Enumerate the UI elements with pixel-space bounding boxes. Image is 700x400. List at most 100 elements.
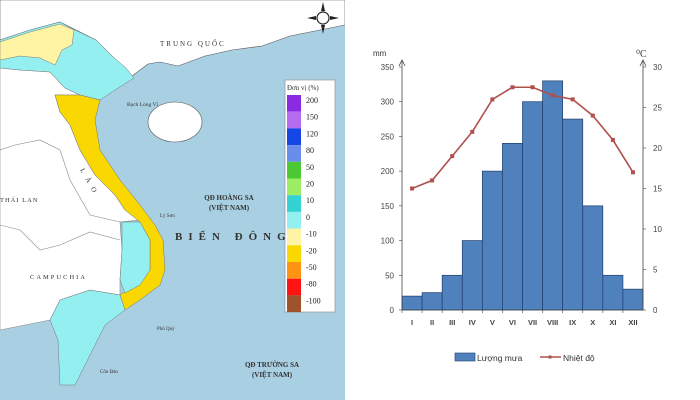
vietnam-rainfall-map: TRUNG QUỐC Bạch Long Vĩ LÀO THÁI LAN QĐ … bbox=[0, 0, 345, 400]
label-hoang-sa-vn: (VIỆT NAM) bbox=[209, 204, 250, 212]
right-axis-unit: ⁰C bbox=[636, 49, 647, 60]
right-tick-label: 5 bbox=[653, 266, 658, 275]
rain-bar bbox=[401, 295, 423, 311]
left-tick-label: 200 bbox=[381, 167, 395, 176]
right-tick-label: 0 bbox=[653, 306, 658, 315]
legend-color-swatch bbox=[287, 211, 301, 229]
x-tick-label: IV bbox=[469, 318, 476, 327]
legend-value-label: 50 bbox=[306, 163, 314, 172]
label-bien-dong: BIỂN ĐÔNG bbox=[175, 230, 292, 243]
legend-title: Đơn vị (%) bbox=[287, 84, 319, 92]
temperature-point bbox=[630, 170, 635, 175]
region-highlands-cyan bbox=[119, 221, 151, 294]
legend-color-swatch bbox=[287, 262, 301, 279]
legend-color-swatch bbox=[287, 228, 301, 246]
temperature-point bbox=[470, 129, 475, 134]
rain-bar bbox=[461, 240, 483, 311]
label-truong-sa: QĐ TRƯỜNG SA bbox=[245, 361, 299, 369]
legend-color-swatch bbox=[287, 161, 301, 179]
right-tick-label: 20 bbox=[653, 144, 662, 153]
x-tick-label: X bbox=[590, 318, 595, 327]
region-northwest-pale-yellow bbox=[0, 23, 75, 66]
legend-color-swatch bbox=[287, 195, 301, 212]
temperature-point bbox=[590, 113, 595, 118]
rain-bar bbox=[522, 101, 543, 311]
rain-bar bbox=[582, 205, 604, 311]
temperature-point bbox=[530, 85, 535, 90]
label-con-dao: Côn Đảo bbox=[100, 370, 118, 375]
legend-color-swatch bbox=[287, 128, 301, 146]
legend-marker-temp bbox=[548, 355, 552, 359]
legend-label-rain: Lượng mưa bbox=[477, 353, 523, 363]
rain-bar bbox=[542, 80, 564, 311]
temperature-point bbox=[450, 154, 455, 159]
left-axis-arrow-icon bbox=[398, 59, 406, 67]
left-tick-label: 350 bbox=[381, 63, 395, 72]
label-bach-long-vi: Bạch Long Vĩ bbox=[127, 102, 159, 108]
left-tick-label: 100 bbox=[381, 237, 395, 246]
rain-bar bbox=[441, 274, 463, 311]
rain-bar bbox=[421, 292, 443, 311]
left-tick-label: 250 bbox=[381, 132, 395, 141]
x-tick-label: I bbox=[411, 318, 413, 327]
legend-color-swatch bbox=[287, 178, 301, 196]
legend-value-label: 20 bbox=[306, 180, 314, 189]
label-cambodia: CAMPUCHIA bbox=[30, 274, 87, 281]
left-tick-label: 300 bbox=[381, 98, 395, 107]
right-tick-label: 25 bbox=[653, 104, 662, 113]
chart-legend: Lượng mưa Nhiệt độ bbox=[454, 352, 595, 363]
label-truong-sa-vn: (VIỆT NAM) bbox=[252, 371, 293, 379]
right-tick-label: 15 bbox=[653, 185, 662, 194]
legend-value-label: -80 bbox=[306, 280, 317, 289]
legend-value-label: -10 bbox=[306, 230, 317, 239]
rain-bar bbox=[562, 118, 584, 311]
label-phu-quy: Phú Quý bbox=[157, 327, 175, 332]
legend-value-label: 0 bbox=[306, 213, 310, 222]
legend-value-label: 120 bbox=[306, 129, 318, 138]
legend-color-swatch bbox=[287, 95, 301, 112]
legend-value-label: 150 bbox=[306, 113, 318, 122]
x-tick-label: VI bbox=[509, 318, 516, 327]
legend-value-label: 200 bbox=[306, 96, 318, 105]
label-thailand: THÁI LAN bbox=[0, 196, 39, 204]
legend-value-label: -20 bbox=[306, 246, 317, 255]
temperature-point bbox=[570, 97, 575, 102]
right-tick-label: 30 bbox=[653, 63, 662, 72]
border-line bbox=[0, 224, 121, 251]
left-tick-label: 50 bbox=[385, 271, 394, 280]
x-tick-label: XI bbox=[609, 318, 616, 327]
x-tick-label: III bbox=[449, 318, 455, 327]
left-tick-label: 0 bbox=[390, 306, 395, 315]
legend-color-swatch bbox=[287, 145, 301, 162]
temperature-point bbox=[430, 178, 435, 183]
legend-value-label: -50 bbox=[306, 263, 317, 272]
map-legend: Đơn vị (%) 200 150 120 80 50 20 10 0 -10 -20 -50 -8… bbox=[284, 79, 336, 313]
region-south-cyan bbox=[49, 289, 126, 386]
legend-color-swatch bbox=[287, 245, 301, 262]
legend-label-temp: Nhiệt độ bbox=[563, 353, 595, 363]
rain-bar bbox=[622, 288, 644, 311]
label-ly-son: Lý Sơn bbox=[160, 214, 175, 219]
x-tick-label: VIII bbox=[547, 318, 558, 327]
rain-bar bbox=[481, 170, 503, 311]
temperature-point bbox=[550, 93, 555, 98]
left-tick-label: 150 bbox=[381, 202, 395, 211]
rain-bar bbox=[602, 274, 624, 311]
legend-color-swatch bbox=[287, 278, 301, 296]
temperature-line bbox=[411, 86, 634, 190]
label-china: TRUNG QUỐC bbox=[160, 40, 226, 48]
x-tick-label: II bbox=[430, 318, 434, 327]
rain-bar bbox=[502, 143, 523, 311]
x-tick-label: V bbox=[490, 318, 495, 327]
legend-value-label: -100 bbox=[306, 296, 321, 305]
legend-color-swatch bbox=[287, 111, 301, 129]
temperature-point bbox=[510, 85, 515, 90]
border-line bbox=[0, 139, 121, 223]
hainan-island bbox=[147, 101, 203, 143]
right-axis-arrow-icon bbox=[639, 59, 647, 67]
legend-color-swatch bbox=[287, 295, 301, 313]
legend-value-label: 80 bbox=[306, 146, 314, 155]
legend-value-label: 10 bbox=[306, 196, 314, 205]
temperature-point bbox=[490, 97, 495, 102]
